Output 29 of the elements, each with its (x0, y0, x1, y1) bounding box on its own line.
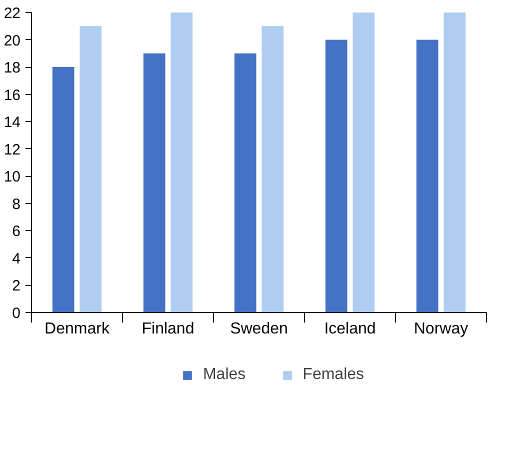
bar (80, 26, 102, 312)
y-tick-label: 10 (4, 168, 21, 186)
y-tick-label: 0 (12, 305, 20, 322)
y-tick-label: 4 (12, 250, 20, 268)
bar (52, 67, 74, 312)
y-tick-label: 6 (12, 223, 20, 240)
bar (325, 40, 348, 312)
y-tick-label: 14 (4, 114, 21, 132)
bar (262, 26, 284, 312)
y-tick-label: 16 (4, 86, 21, 104)
bar (444, 12, 466, 312)
y-tick-label: 22 (4, 5, 21, 22)
bar (170, 12, 193, 312)
y-tick-label: 2 (12, 278, 20, 295)
bar (234, 53, 256, 312)
x-tick-label: Norway (414, 320, 468, 338)
y-tick-label: 12 (4, 141, 21, 158)
y-tick-label: 18 (4, 60, 21, 77)
bar (143, 53, 166, 312)
y-tick-label: 20 (4, 32, 21, 50)
x-tick-label: Denmark (44, 320, 110, 338)
legend-label: Females (302, 366, 364, 384)
x-tick-label: Sweden (230, 320, 288, 338)
x-tick-label: Iceland (324, 320, 376, 338)
y-tick-label: 8 (12, 196, 20, 213)
bar (416, 40, 438, 312)
legend-label: Males (202, 366, 246, 384)
x-tick-label: Finland (142, 320, 194, 338)
bar (352, 12, 375, 312)
